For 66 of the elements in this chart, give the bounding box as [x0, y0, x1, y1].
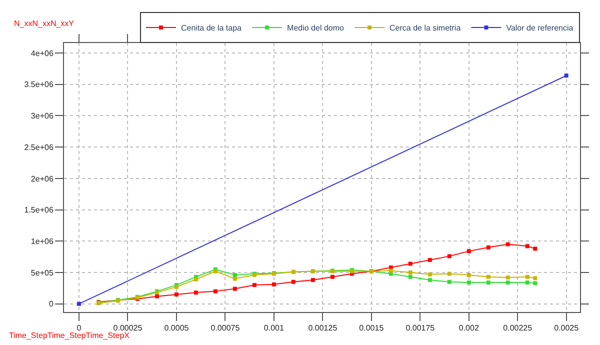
point	[428, 278, 432, 282]
x-tick-label: 0.001	[264, 324, 285, 333]
y-tick-label: 1e+06	[30, 236, 54, 246]
point	[486, 245, 490, 250]
point	[466, 273, 471, 277]
x-tick-label: 0.0025	[554, 324, 580, 333]
y-tick-label: 3e+06	[30, 112, 54, 121]
point	[408, 270, 412, 274]
point	[525, 244, 530, 248]
x-tick-label: 0.00225	[503, 324, 533, 333]
point	[447, 280, 452, 284]
x-tick-label: 0.00025	[113, 324, 143, 333]
y-tick-label: 3.5e+06	[24, 80, 54, 90]
point	[213, 289, 218, 294]
legend-label: Cenita de la tapa	[181, 24, 242, 33]
point	[533, 276, 538, 280]
legend-label: Valor de referencia	[506, 24, 574, 33]
x-tick-label: 0.00175	[406, 324, 436, 333]
x-axis-title: Time_StepTime_StepTime_StepX	[9, 331, 130, 340]
point	[486, 274, 490, 279]
point	[466, 280, 471, 285]
x-tick-label: 0.00125	[308, 324, 338, 333]
point	[330, 274, 334, 279]
point	[252, 283, 256, 288]
y-tick-label: 2e+06	[30, 174, 54, 184]
point	[506, 242, 510, 246]
x-tick-label: 0	[76, 324, 82, 333]
point	[194, 290, 198, 295]
point	[533, 246, 538, 251]
x-tick-label: 0.002	[458, 324, 480, 333]
point	[506, 276, 510, 280]
point	[428, 258, 432, 262]
point	[77, 302, 82, 306]
y-tick-label: 5e+05	[30, 268, 54, 278]
point	[447, 254, 452, 258]
point	[447, 272, 452, 276]
point	[525, 280, 530, 285]
point	[466, 249, 471, 254]
x-tick-label: 0.0005	[164, 324, 190, 333]
point	[194, 277, 198, 282]
point	[174, 292, 178, 296]
x-tick-label: 0.0015	[359, 324, 384, 333]
point	[388, 268, 393, 273]
y-tick-label: 2.5e+06	[24, 142, 54, 152]
point	[154, 294, 159, 298]
point	[232, 286, 237, 291]
point	[232, 273, 237, 277]
y-tick-label: 4e+06	[30, 48, 54, 58]
point	[564, 74, 568, 78]
point	[310, 278, 315, 282]
legend-label: Cerca de la simetria	[390, 24, 462, 33]
point	[506, 280, 510, 285]
legend-label: Medio del domo	[287, 24, 345, 33]
x-tick-label: 0.00075	[210, 324, 240, 333]
point	[272, 282, 276, 286]
point	[486, 280, 490, 285]
point	[408, 274, 412, 279]
point	[291, 280, 296, 284]
point	[525, 274, 530, 279]
point	[408, 262, 412, 266]
point	[428, 272, 432, 276]
point	[232, 276, 237, 281]
point	[533, 281, 538, 286]
y-tick-label: 1.5e+06	[24, 206, 54, 215]
y-tick-label: 0	[48, 300, 54, 309]
y-axis-title: N_xxN_xxN_xxY	[14, 19, 75, 28]
